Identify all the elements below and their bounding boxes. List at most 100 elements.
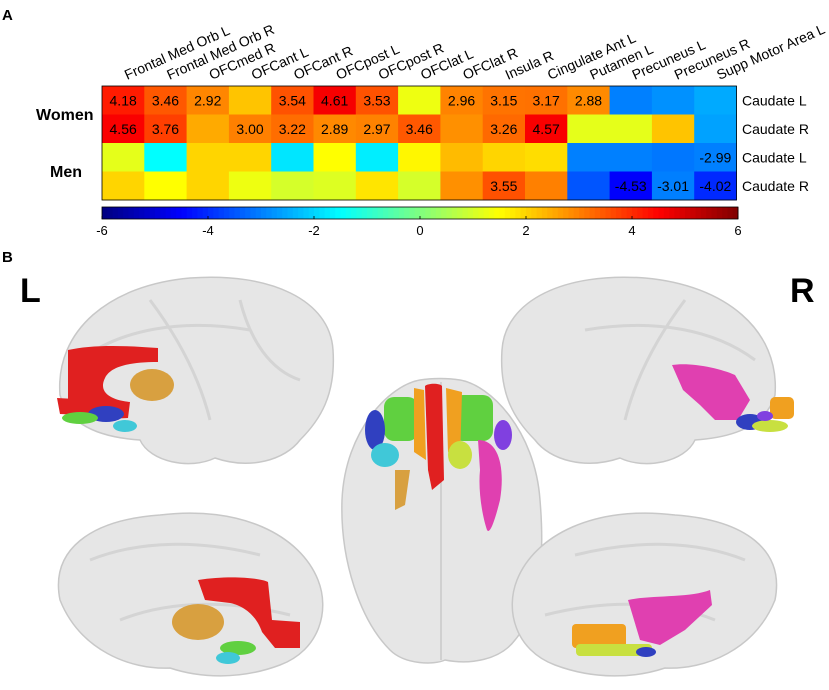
colorbar-segment [218, 207, 225, 219]
brain-outline [59, 276, 335, 465]
colorbar-segment [420, 207, 426, 219]
colorbar-segment [133, 207, 140, 219]
heatmap-cell [567, 114, 610, 144]
cell-value-label: 3.46 [406, 121, 433, 137]
heatmap-cell [186, 114, 230, 144]
heatmap-cell [651, 171, 695, 201]
colorbar-segment [356, 207, 363, 219]
colorbar-segment [685, 207, 691, 219]
colorbar-segment [266, 207, 273, 219]
heatmap-cell [567, 143, 610, 172]
cell-value-label: 3.53 [363, 92, 390, 108]
colorbar-segment [176, 207, 182, 219]
group-label-women: Women [36, 107, 93, 124]
colorbar-segment [727, 207, 734, 219]
colorbar-segment [208, 207, 214, 219]
heatmap-cell [567, 86, 610, 115]
cell-value-label: -2.99 [699, 149, 731, 165]
heatmap-cell [355, 143, 399, 172]
panel-label-a: A [2, 7, 13, 24]
cell-value-label: 2.97 [363, 121, 390, 137]
colorbar-segment [388, 207, 394, 219]
heatmap-cell [398, 114, 441, 144]
colorbar-segment [202, 207, 209, 219]
colorbar-segment [340, 207, 347, 219]
heatmap-cell [482, 86, 526, 115]
cell-value-label: 3.76 [152, 121, 179, 137]
colorbar-segment [160, 207, 167, 219]
heatmap-cell [440, 143, 484, 172]
colorbar-segment [600, 207, 606, 219]
colorbar-segment [139, 207, 145, 219]
heatmap-cell [228, 114, 272, 144]
cell-value-label: 3.55 [490, 178, 517, 194]
colorbar-segment [494, 207, 500, 219]
colorbar-segment [579, 207, 585, 219]
colorbar-segment [117, 207, 124, 219]
heatmap-cell [355, 86, 399, 115]
colorbar-segment [372, 207, 379, 219]
colorbar-segment [711, 207, 718, 219]
row-label: Caudate L [742, 92, 807, 108]
heatmap-cell [440, 171, 484, 201]
colorbar-segment [409, 207, 416, 219]
region-ofc-orange [572, 624, 626, 648]
region-ofc-green [220, 641, 256, 655]
region-ofc-green-right [453, 395, 493, 441]
colorbar-segment [674, 207, 681, 219]
colorbar-segment [594, 207, 601, 219]
brain-figure: L R [20, 272, 815, 677]
colorbar-segment [229, 207, 235, 219]
colorbar-segment [234, 207, 241, 219]
colorbar-segment [706, 207, 712, 219]
region-ofc-yellow [752, 420, 788, 432]
colorbar-segment [663, 207, 670, 219]
colorbar-segment [112, 207, 119, 219]
cell-value-label: 2.89 [321, 121, 348, 137]
colorbar-segment [261, 207, 267, 219]
colorbar-tick-label: -2 [308, 223, 320, 238]
colorbar-segment [255, 207, 262, 219]
colorbar-segment [181, 207, 188, 219]
region-ofc-yellow [576, 644, 652, 656]
colorbar-segment [653, 207, 659, 219]
region-ofc-yellow [448, 441, 472, 469]
colorbar-segment [605, 207, 612, 219]
region-caudate [395, 470, 410, 510]
cell-value-label: -3.01 [657, 178, 689, 194]
heatmap: 4.18 3.46 2.92 3.54 4.61 3.53 2.96 3.15 3.17 2.88… [101, 85, 737, 201]
colorbar-segment [541, 207, 548, 219]
colorbar-segment [467, 207, 474, 219]
colorbar-segment [186, 207, 193, 219]
colorbar-segment [298, 207, 304, 219]
colorbar-segment [361, 207, 368, 219]
brain-sulci [584, 299, 756, 421]
brain-view-right-lateral [500, 276, 794, 465]
colorbar-segment [404, 207, 410, 219]
heatmap-cell [482, 171, 526, 201]
brain-view-right-medial [511, 512, 778, 677]
heatmap-cell [440, 86, 484, 115]
colorbar-segment [128, 207, 135, 219]
colorbar-segment [149, 207, 156, 219]
colorbar-segment [314, 207, 320, 219]
colorbar-tick-label: 6 [734, 223, 741, 238]
region-caudate [130, 369, 174, 401]
heatmap-cell [313, 114, 357, 144]
colorbar-segment [382, 207, 389, 219]
colorbar-segment [716, 207, 723, 219]
colorbar-segment [483, 207, 490, 219]
colorbar: -6 -4 -2 0 2 4 6 [96, 206, 742, 238]
colorbar-segment [632, 207, 638, 219]
colorbar-segment [324, 207, 331, 219]
colorbar-segment [515, 207, 522, 219]
colorbar-segment [345, 207, 352, 219]
region-ofc-cyan [371, 443, 399, 467]
colorbar-segment [584, 207, 591, 219]
colorbar-segment [430, 207, 437, 219]
cell-value-label: 3.00 [236, 121, 263, 137]
heatmap-cell [398, 171, 441, 201]
heatmap-cell [355, 171, 399, 201]
cell-value-label: 3.46 [152, 92, 179, 108]
